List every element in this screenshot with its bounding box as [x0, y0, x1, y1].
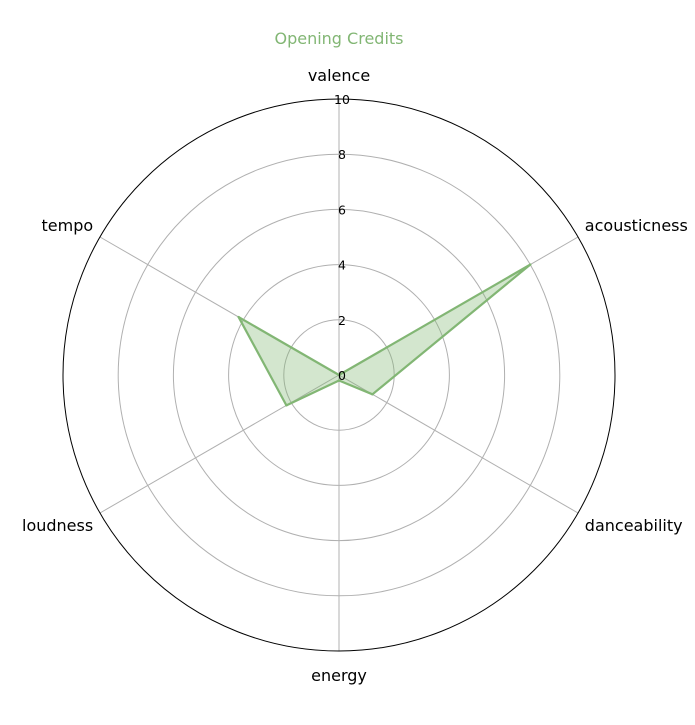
axis-label-tempo: tempo [42, 216, 94, 235]
chart-title: Opening Credits [274, 29, 403, 48]
r-tick-label-4: 8 [338, 147, 346, 162]
data-point-0-5 [237, 315, 240, 319]
spoke-4 [99, 374, 340, 514]
spoke-2 [338, 374, 579, 514]
outer-ring [62, 98, 616, 652]
axis-label-acousticness: acousticness [585, 216, 688, 235]
axis-label-danceability: danceability [585, 516, 683, 535]
series-layer [237, 263, 532, 407]
axis-label-energy: energy [311, 666, 367, 685]
axis-label-loudness: loudness [22, 516, 93, 535]
data-point-0-4 [285, 404, 288, 407]
data-point-0-1 [529, 263, 532, 266]
r-tick-label-3: 6 [338, 202, 346, 217]
axis-label-valence: valence [308, 66, 370, 85]
r-tick-label-2: 4 [338, 258, 346, 273]
r-tick-label-5: 10 [334, 92, 350, 107]
series-polygon-0 [237, 263, 532, 407]
data-point-0-3 [337, 379, 341, 382]
grid-layer [62, 98, 616, 652]
data-point-0-2 [371, 393, 374, 396]
r-tick-label-0: 0 [338, 368, 346, 383]
r-tick-label-1: 2 [338, 313, 346, 328]
data-point-0-0 [337, 373, 341, 377]
label-layer: 0 2 4 6 8 10 valence acousticness danceability en… [22, 66, 688, 685]
